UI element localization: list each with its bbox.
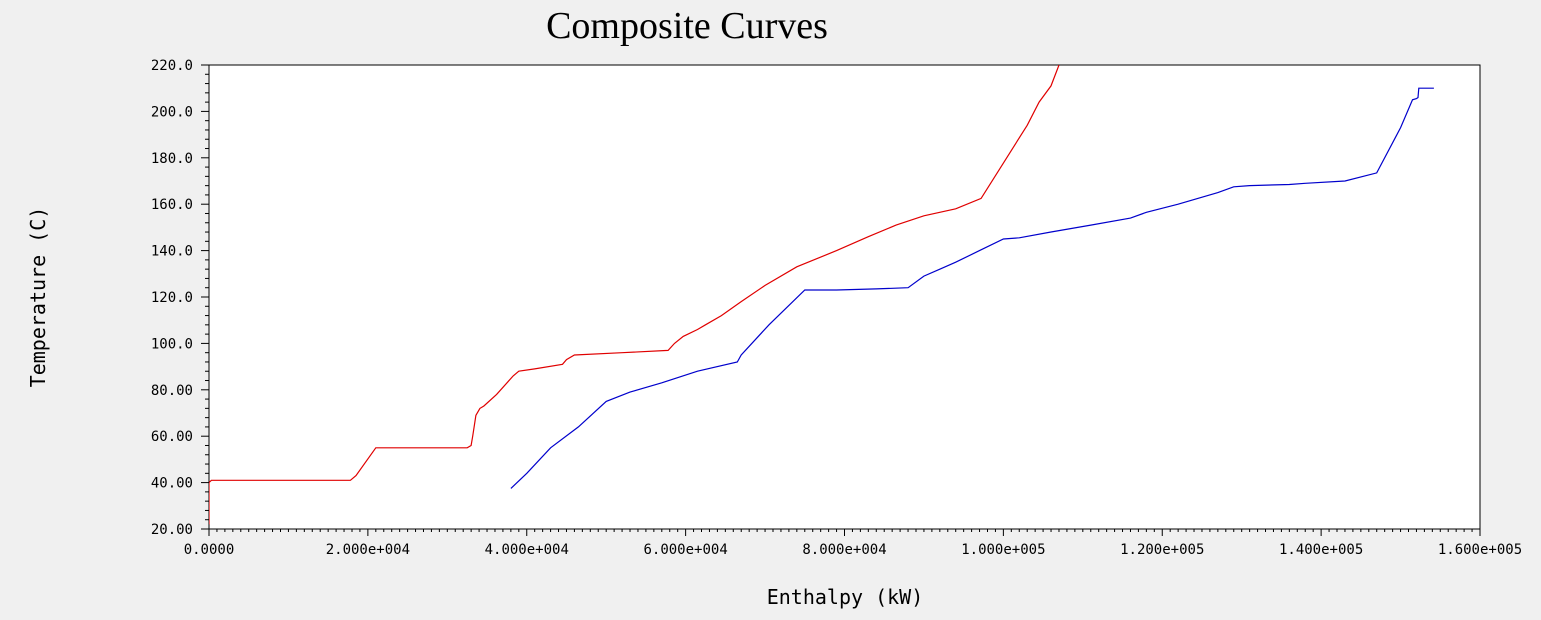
x-tick-label: 1.200e+005 [1120, 542, 1204, 558]
x-axis-label: Enthalpy (kW) [767, 585, 924, 609]
x-tick-label: 6.000e+004 [643, 542, 727, 558]
y-axis-label: Temperature (C) [26, 207, 50, 388]
y-tick-label: 140.0 [151, 244, 193, 260]
hot-composite-curve [209, 65, 1060, 525]
y-tick-label: 120.0 [151, 290, 193, 306]
series-layer [209, 65, 1434, 525]
x-tick-label: 0.0000 [184, 542, 235, 558]
y-tick-label: 60.00 [151, 429, 193, 445]
y-tick-label: 200.0 [151, 104, 193, 120]
x-tick-label: 1.400e+005 [1279, 542, 1363, 558]
chart-title: Composite Curves [546, 5, 828, 47]
cold-composite-curve [510, 87, 1434, 489]
y-tick-label: 40.00 [151, 476, 193, 492]
plot-area [208, 64, 1481, 530]
y-tick-label: 220.0 [151, 58, 193, 74]
x-tick-label: 1.600e+005 [1438, 542, 1522, 558]
y-tick-label: 100.0 [151, 336, 193, 352]
x-tick-label: 4.000e+004 [485, 542, 569, 558]
x-tick-label: 8.000e+004 [802, 542, 886, 558]
x-tick-label: 1.000e+005 [961, 542, 1045, 558]
x-tick-label: 2.000e+004 [326, 542, 410, 558]
y-tick-label: 20.00 [151, 522, 193, 538]
y-tick-label: 80.00 [151, 383, 193, 399]
y-tick-label: 160.0 [151, 197, 193, 213]
y-tick-label: 180.0 [151, 151, 193, 167]
ticks-layer: 20.00 40.00 60.00 80.00 100.0 120.0 140.0 160.0… [151, 58, 1522, 558]
